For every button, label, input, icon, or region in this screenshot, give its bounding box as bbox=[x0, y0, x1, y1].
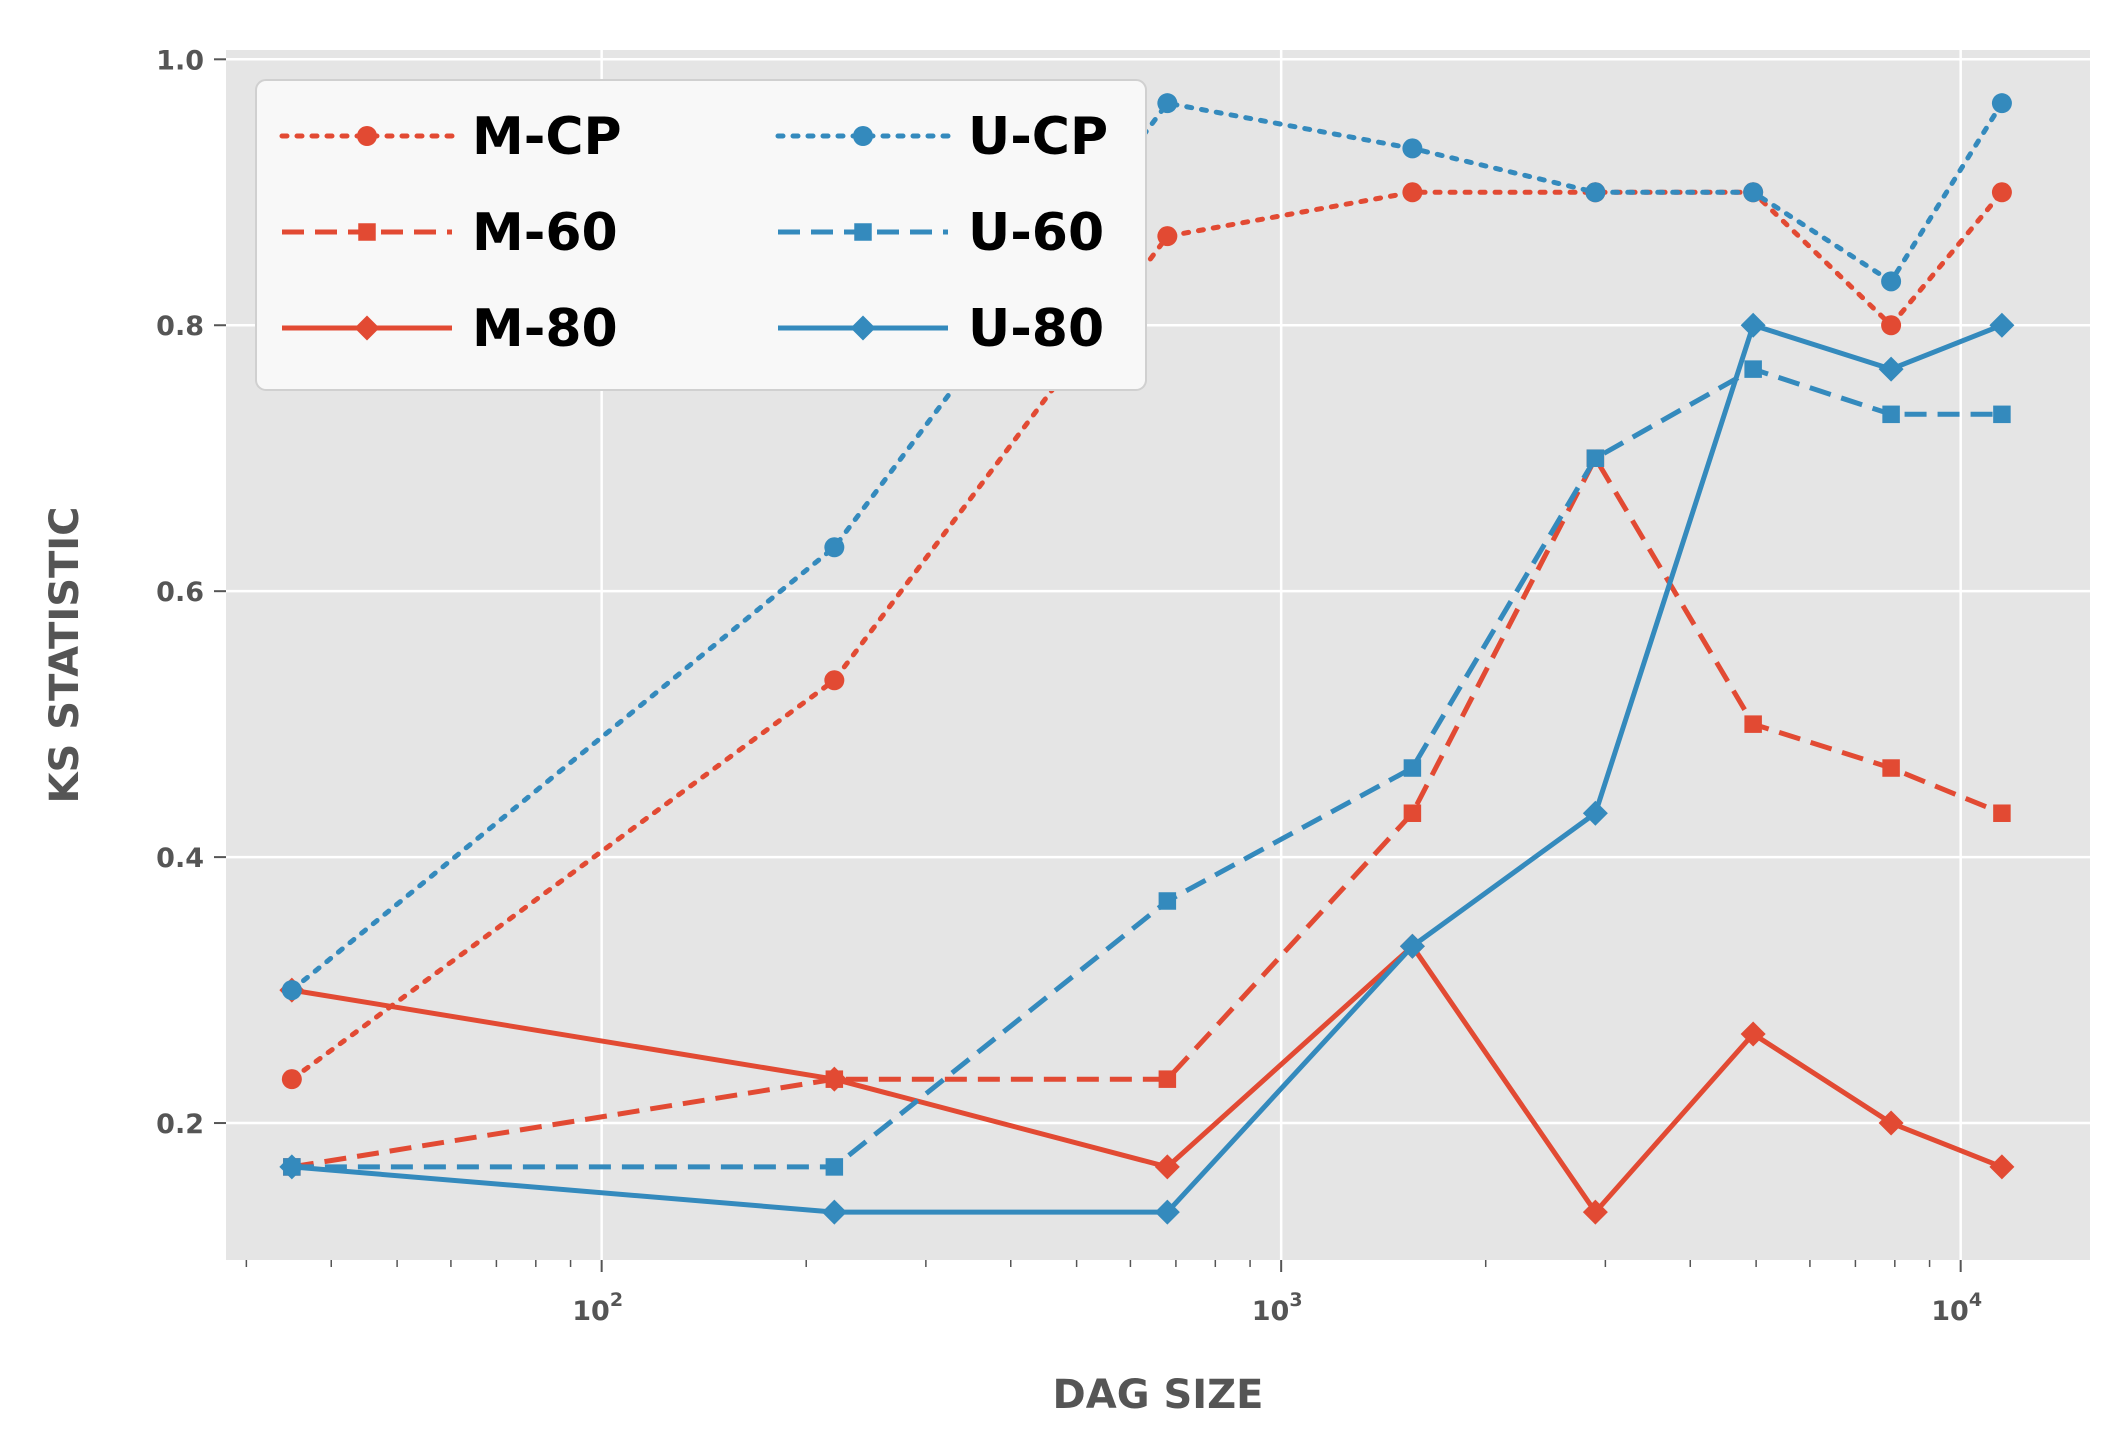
series-u-cp bbox=[281, 93, 2012, 1001]
data-point-u-80-diamond-marker bbox=[1399, 933, 1425, 959]
data-point-u-80-diamond-marker bbox=[821, 1199, 847, 1225]
series-line-u-80 bbox=[291, 322, 2003, 1215]
data-point-u-80-diamond-marker bbox=[1989, 312, 2015, 338]
data-point-u-60-square-marker bbox=[1158, 892, 1177, 910]
data-point-m-60-square-marker bbox=[1744, 715, 1762, 733]
legend-label-u-80: U-80 bbox=[968, 299, 1104, 359]
grid bbox=[226, 50, 2090, 1260]
x-tick-label: 102 bbox=[572, 1289, 623, 1327]
legend-item-u-80: U-80 bbox=[778, 299, 1104, 359]
series-u-60 bbox=[283, 360, 2011, 1176]
legend-label-m-cp: M-CP bbox=[472, 107, 622, 167]
series-line-u-cp bbox=[289, 100, 2005, 993]
data-point-m-80-diamond-marker bbox=[821, 1066, 847, 1092]
data-point-m-cp-circle-marker bbox=[824, 670, 845, 691]
legend-item-m-60: M-60 bbox=[282, 203, 618, 263]
data-point-u-cp-circle-marker bbox=[1402, 138, 1423, 159]
data-point-u-60-square-marker bbox=[1586, 449, 1605, 467]
legend-label-m-60: M-60 bbox=[472, 203, 618, 263]
data-point-u-80-diamond-marker bbox=[1582, 800, 1608, 826]
data-point-m-80-diamond-marker bbox=[1989, 1154, 2015, 1180]
series-layer bbox=[279, 93, 2015, 1225]
data-point-u-60-square-marker bbox=[1403, 759, 1422, 777]
legend-label-u-60: U-60 bbox=[968, 203, 1104, 263]
data-point-u-60-square-marker bbox=[1744, 360, 1762, 378]
data-point-m-60-square-marker bbox=[1158, 1070, 1177, 1088]
y-axis: 0.2 0.4 0.6 0.8 1.0 bbox=[156, 45, 226, 1140]
data-point-m-cp-circle-marker bbox=[1402, 182, 1423, 203]
data-point-u-cp-circle-marker bbox=[824, 537, 845, 558]
data-point-m-80-diamond-marker bbox=[1154, 1154, 1180, 1180]
legend-frame bbox=[255, 79, 1147, 391]
data-point-u-80-diamond-marker bbox=[1878, 356, 1904, 382]
y-tick-label: 0.8 bbox=[156, 311, 204, 342]
data-point-u-60-square-marker bbox=[1882, 405, 1900, 424]
data-point-m-cp-circle-marker bbox=[1881, 315, 1902, 336]
series-line-u-60 bbox=[291, 366, 2002, 1170]
data-point-u-80-diamond-marker bbox=[1154, 1199, 1180, 1225]
series-u-80 bbox=[279, 312, 2015, 1225]
data-point-m-60-square-marker bbox=[1882, 759, 1900, 777]
data-point-u-60-square-marker bbox=[825, 1158, 844, 1176]
y-tick-label: 0.4 bbox=[156, 843, 204, 874]
series-line-m-cp bbox=[289, 189, 2005, 1082]
data-point-u-cp-circle-marker bbox=[1881, 271, 1902, 292]
data-point-u-80-diamond-marker bbox=[1740, 312, 1766, 338]
data-point-u-cp-circle-marker bbox=[1743, 182, 1764, 203]
data-point-u-cp-circle-marker bbox=[1157, 93, 1178, 114]
data-point-m-cp-circle-marker bbox=[1157, 226, 1178, 247]
data-point-m-cp-circle-marker bbox=[1991, 182, 2012, 203]
data-point-u-80-diamond-marker bbox=[279, 1154, 305, 1180]
data-point-m-60-square-marker bbox=[1993, 804, 2011, 822]
legend-item-m-80: M-80 bbox=[282, 299, 618, 359]
data-point-u-cp-circle-marker bbox=[1991, 93, 2012, 114]
data-point-m-80-diamond-marker bbox=[1582, 1199, 1608, 1225]
legend-item-u-60: U-60 bbox=[778, 203, 1104, 263]
data-point-m-80-diamond-marker bbox=[1740, 1021, 1766, 1047]
x-tick-label: 104 bbox=[1931, 1289, 1982, 1327]
x-axis-title: DAG SIZE bbox=[1053, 1372, 1264, 1418]
data-point-m-cp-circle-marker bbox=[281, 1069, 302, 1090]
x-tick-label: 103 bbox=[1252, 1289, 1303, 1327]
legend-item-u-cp: U-CP bbox=[775, 107, 1108, 167]
legend-m-60-square-marker bbox=[358, 223, 376, 241]
legend-item-m-cp: M-CP bbox=[279, 107, 622, 167]
legend: M-CP M-60 M-80 U-CP U-60 U-80 bbox=[255, 79, 1147, 391]
series-line-m-60 bbox=[291, 455, 2003, 1170]
legend-m-cp-circle-marker bbox=[357, 126, 377, 146]
legend-label-u-cp: U-CP bbox=[968, 107, 1108, 167]
legend-m-80-diamond-marker bbox=[354, 315, 380, 341]
y-axis-title: KS STATISTIC bbox=[42, 506, 88, 803]
y-tick-label: 0.2 bbox=[156, 1109, 204, 1140]
data-point-m-60-square-marker bbox=[1403, 804, 1422, 822]
y-tick-label: 0.6 bbox=[156, 577, 204, 608]
data-point-u-60-square-marker bbox=[1993, 405, 2011, 424]
series-line-m-80 bbox=[291, 943, 2003, 1215]
data-point-u-cp-circle-marker bbox=[1585, 182, 1606, 203]
legend-u-60-square-marker bbox=[854, 223, 872, 241]
legend-u-80-diamond-marker bbox=[850, 315, 876, 341]
x-axis: 102 103 104 bbox=[245, 1260, 1982, 1327]
legend-label-m-80: M-80 bbox=[472, 299, 618, 359]
data-point-m-80-diamond-marker bbox=[1878, 1110, 1904, 1136]
data-point-u-cp-circle-marker bbox=[281, 980, 302, 1001]
legend-u-cp-circle-marker bbox=[853, 126, 873, 146]
y-tick-label: 1.0 bbox=[156, 45, 204, 76]
